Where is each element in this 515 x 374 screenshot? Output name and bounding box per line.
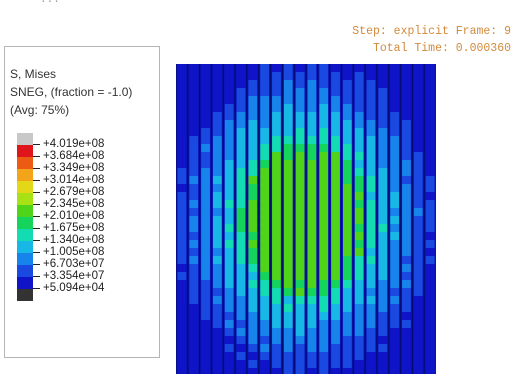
legend-tick bbox=[33, 264, 40, 265]
legend-level-label: +2.345e+08 bbox=[43, 198, 105, 210]
legend-swatch bbox=[17, 193, 33, 205]
legend-swatch bbox=[17, 277, 33, 289]
element-strip bbox=[199, 64, 210, 374]
element-strip bbox=[234, 64, 246, 374]
legend-tick bbox=[33, 288, 40, 289]
clipped-header-text: ... bbox=[40, 0, 60, 6]
legend-tick bbox=[33, 192, 40, 193]
element-strip bbox=[293, 64, 305, 374]
legend-swatch bbox=[17, 265, 33, 277]
legend-swatch bbox=[17, 241, 33, 253]
legend-tick bbox=[33, 144, 40, 145]
legend-level-label: +2.679e+08 bbox=[43, 186, 105, 198]
legend-title-variable: S, Mises bbox=[10, 67, 57, 81]
legend-tick bbox=[33, 204, 40, 205]
element-strip bbox=[317, 64, 329, 374]
legend-level-label: +5.094e+04 bbox=[43, 282, 105, 294]
contour-legend[interactable]: S, Mises SNEG, (fraction = -1.0) (Avg: 7… bbox=[4, 46, 160, 358]
total-time-label: Total Time: 0.000360 bbox=[372, 42, 511, 55]
legend-tick bbox=[33, 156, 40, 157]
legend-level-label: +4.019e+08 bbox=[43, 138, 105, 150]
element-strip bbox=[222, 64, 234, 374]
element-strip bbox=[352, 64, 364, 374]
element-strip bbox=[376, 64, 388, 374]
legend-tick bbox=[33, 276, 40, 277]
element-strip bbox=[399, 64, 411, 374]
element-strip bbox=[423, 64, 435, 374]
legend-level-label: +1.005e+08 bbox=[43, 246, 105, 258]
element-strip bbox=[281, 64, 293, 374]
legend-level-label: +1.675e+08 bbox=[43, 222, 105, 234]
legend-level-label: +3.014e+08 bbox=[43, 174, 105, 186]
legend-tick bbox=[33, 240, 40, 241]
legend-level-label: +3.354e+07 bbox=[43, 270, 105, 282]
element-strip bbox=[329, 64, 340, 374]
element-strip bbox=[364, 64, 376, 374]
legend-level-label: +1.340e+08 bbox=[43, 234, 105, 246]
element-strip bbox=[187, 64, 199, 374]
legend-title-averaging: (Avg: 75%) bbox=[10, 103, 70, 117]
step-frame-label: Step: explicit Frame: 9 bbox=[352, 25, 511, 38]
legend-swatch bbox=[17, 133, 33, 145]
legend-tick bbox=[33, 168, 40, 169]
legend-tick bbox=[33, 252, 40, 253]
element-strip bbox=[269, 64, 281, 374]
element-strip bbox=[411, 64, 423, 374]
legend-tick bbox=[33, 180, 40, 181]
element-strip bbox=[305, 64, 317, 374]
legend-swatch bbox=[17, 169, 33, 181]
legend-swatch bbox=[17, 253, 33, 265]
legend-tick bbox=[33, 216, 40, 217]
legend-swatch bbox=[17, 217, 33, 229]
element-strip bbox=[340, 64, 352, 374]
legend-level-label: +2.010e+08 bbox=[43, 210, 105, 222]
element-strip bbox=[246, 64, 258, 374]
legend-level-label: +6.703e+07 bbox=[43, 258, 105, 270]
element-strip bbox=[210, 64, 222, 374]
legend-title-section: SNEG, (fraction = -1.0) bbox=[10, 85, 133, 99]
element-strip bbox=[176, 64, 187, 374]
legend-swatch bbox=[17, 205, 33, 217]
legend-level-label: +3.349e+08 bbox=[43, 162, 105, 174]
legend-swatch bbox=[17, 229, 33, 241]
element-strip bbox=[388, 64, 400, 374]
element-strip bbox=[258, 64, 270, 374]
contour-plot[interactable] bbox=[176, 64, 436, 374]
legend-swatch bbox=[17, 157, 33, 169]
legend-swatch bbox=[17, 181, 33, 193]
legend-tick bbox=[33, 228, 40, 229]
legend-swatch bbox=[17, 289, 33, 301]
legend-level-label: +3.684e+08 bbox=[43, 150, 105, 162]
legend-swatch bbox=[17, 145, 33, 157]
